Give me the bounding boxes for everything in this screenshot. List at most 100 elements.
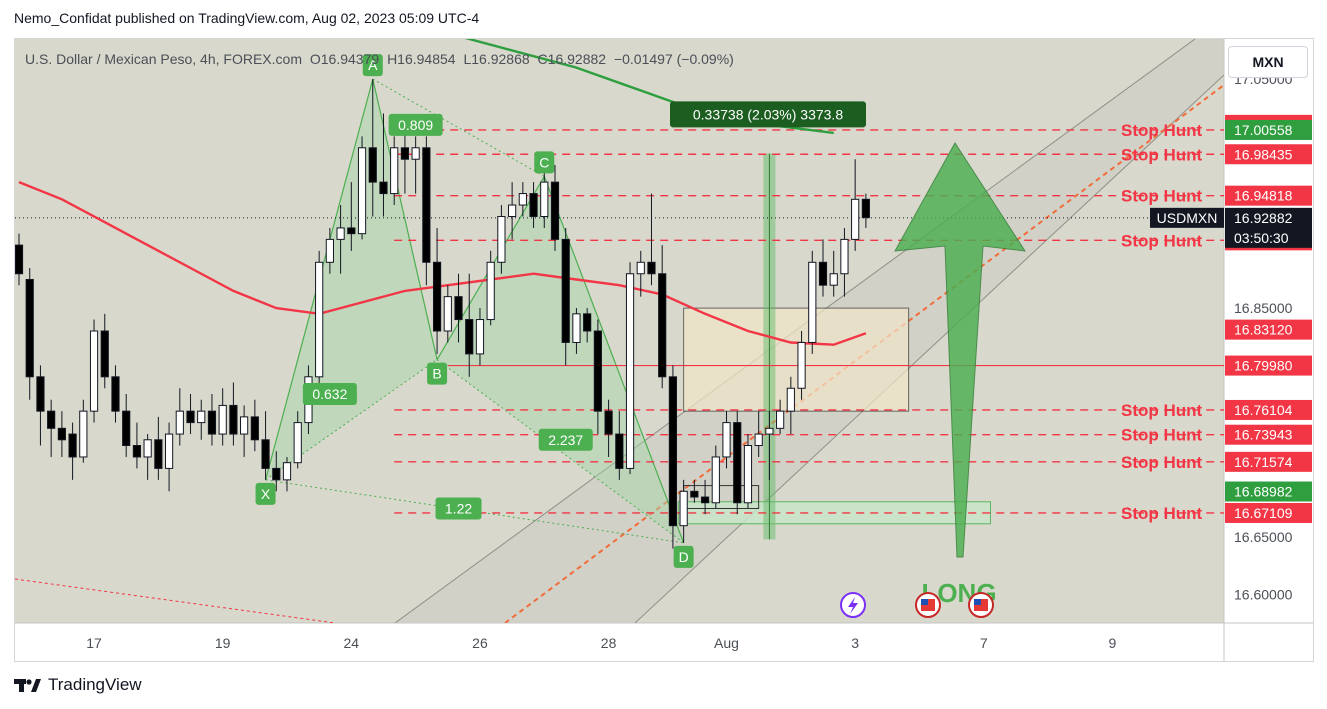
- price-label-text: 16.68982: [1234, 484, 1293, 500]
- candle: [518, 193, 527, 206]
- time-tick-label: 24: [344, 635, 360, 651]
- candle: [100, 330, 109, 378]
- candle: [143, 439, 152, 458]
- price-label-text: 16.76104: [1234, 402, 1293, 418]
- candle: [422, 147, 431, 263]
- pattern-point-b: B: [427, 362, 448, 385]
- candle: [164, 433, 174, 469]
- price-label-text: 16.67109: [1234, 505, 1293, 521]
- candle: [690, 490, 699, 498]
- price-label-box: [1225, 355, 1312, 376]
- price-label: 16.98435: [1225, 144, 1312, 165]
- pattern-ratio: 1.22: [435, 497, 482, 520]
- candle: [379, 181, 388, 195]
- price-label-text: 16.73943: [1234, 427, 1293, 443]
- pattern-ratio: 0.632: [302, 382, 357, 405]
- price-tick-label: 16.60000: [1234, 586, 1293, 602]
- candle: [647, 261, 656, 275]
- pattern-legs: [265, 78, 685, 544]
- measure-label-text: 0.33738 (2.03%) 3373.8: [693, 106, 843, 122]
- ohlc-close: C16.92882: [537, 51, 607, 67]
- candle: [411, 147, 420, 160]
- time-tick-label: 28: [601, 635, 617, 651]
- pattern-ratio-box: [388, 113, 443, 136]
- pattern-point-label: C: [539, 154, 549, 170]
- pattern-ratio-box: [538, 428, 593, 451]
- candle: [615, 433, 624, 469]
- candle: [776, 410, 785, 429]
- time-tick-label: Aug: [714, 635, 739, 651]
- us-flag-event-icon: [968, 592, 994, 618]
- currency-button[interactable]: MXN: [1228, 46, 1308, 78]
- candle: [272, 467, 281, 481]
- candle: [765, 427, 774, 435]
- tradingview-logo: TradingView: [14, 675, 142, 695]
- candle: [175, 410, 184, 435]
- candle: [132, 445, 142, 458]
- price-label-box: [1225, 399, 1312, 420]
- candle: [47, 410, 56, 429]
- symbol-tag-text: USDMXN: [1157, 210, 1218, 226]
- chart-panel[interactable]: Stop Hunt Stop Hunt Stop Hunt Stop Hunt Stop…: [14, 38, 1314, 662]
- stop-hunt-label: Stop Hunt: [1121, 121, 1203, 140]
- price-label-box: [1225, 502, 1312, 523]
- candle: [293, 422, 302, 464]
- stop-hunt-label: Stop Hunt: [1121, 426, 1203, 445]
- candle: [315, 261, 324, 378]
- candle: [122, 410, 131, 447]
- candle: [700, 496, 710, 504]
- candle: [357, 147, 367, 235]
- candle: [57, 427, 66, 441]
- pattern-point-box: [255, 482, 276, 505]
- symbol-tag-box: [1150, 207, 1224, 228]
- pattern-point-box: [427, 362, 448, 385]
- candle: [336, 227, 345, 240]
- measure-label-box: [670, 101, 866, 128]
- time-tick-label: 17: [86, 635, 102, 651]
- pattern-point-box: [673, 545, 694, 568]
- candle: [465, 319, 474, 355]
- candle: [197, 410, 206, 424]
- candle: [572, 313, 581, 343]
- candle: [829, 273, 838, 286]
- price-label-text: 17.00558: [1234, 122, 1293, 138]
- candle: [79, 410, 88, 458]
- time-tick-label: 26: [472, 635, 488, 651]
- candle: [851, 198, 860, 240]
- stop-hunt-label: Stop Hunt: [1121, 401, 1203, 420]
- candle: [722, 422, 731, 458]
- candle: [111, 376, 120, 412]
- candle: [808, 261, 817, 343]
- candle: [818, 261, 828, 286]
- candle: [711, 456, 720, 504]
- price-label-box: [1225, 481, 1312, 502]
- pattern-ratio-label: 2.237: [548, 432, 583, 448]
- candle: [325, 238, 334, 263]
- candle: [636, 261, 645, 275]
- pattern-ratio-box: [302, 382, 357, 405]
- lightning-glyph: [848, 597, 858, 614]
- price-label-text: 16.79980: [1234, 358, 1293, 374]
- pattern-point-x: X: [255, 482, 276, 505]
- price-chart[interactable]: Stop Hunt Stop Hunt Stop Hunt Stop Hunt Stop…: [15, 39, 1313, 661]
- candle: [475, 319, 485, 355]
- pattern-ratio: 2.237: [538, 428, 593, 451]
- symbol-name: U.S. Dollar / Mexican Peso, 4h, FOREX.co…: [25, 51, 302, 67]
- pattern-ratio-box: [435, 497, 482, 520]
- candle: [229, 404, 238, 435]
- price-label: 16.71574: [1225, 451, 1312, 472]
- pattern-point-d: D: [673, 545, 694, 568]
- channel-lower-line: [634, 74, 1224, 623]
- time-axis-background: [15, 623, 1313, 661]
- candle: [797, 341, 806, 389]
- ohlc-change: −0.01497 (−0.09%): [613, 51, 734, 67]
- price-label: 16.79980: [1225, 355, 1312, 376]
- candle: [508, 204, 517, 217]
- candle: [754, 433, 763, 447]
- time-tick-label: 7: [980, 635, 988, 651]
- candle: [658, 273, 667, 378]
- price-label-text: 16.94818: [1234, 188, 1293, 204]
- candle: [625, 273, 635, 469]
- candle: [497, 215, 506, 263]
- candle: [89, 330, 99, 412]
